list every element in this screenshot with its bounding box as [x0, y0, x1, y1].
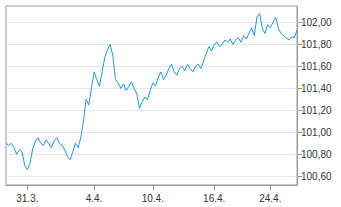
svg-text:101,40: 101,40: [301, 83, 332, 94]
svg-text:101,00: 101,00: [301, 127, 332, 138]
svg-text:31.3.: 31.3.: [16, 193, 38, 204]
svg-text:101,60: 101,60: [301, 61, 332, 72]
svg-text:16.4.: 16.4.: [203, 193, 225, 204]
svg-text:4.4.: 4.4.: [86, 193, 103, 204]
svg-text:102,00: 102,00: [301, 17, 332, 28]
svg-text:101,20: 101,20: [301, 105, 332, 116]
svg-text:100,60: 100,60: [301, 171, 332, 182]
svg-text:24.4.: 24.4.: [259, 193, 281, 204]
svg-text:10.4.: 10.4.: [142, 193, 164, 204]
svg-text:101,80: 101,80: [301, 39, 332, 50]
svg-text:100,80: 100,80: [301, 149, 332, 160]
